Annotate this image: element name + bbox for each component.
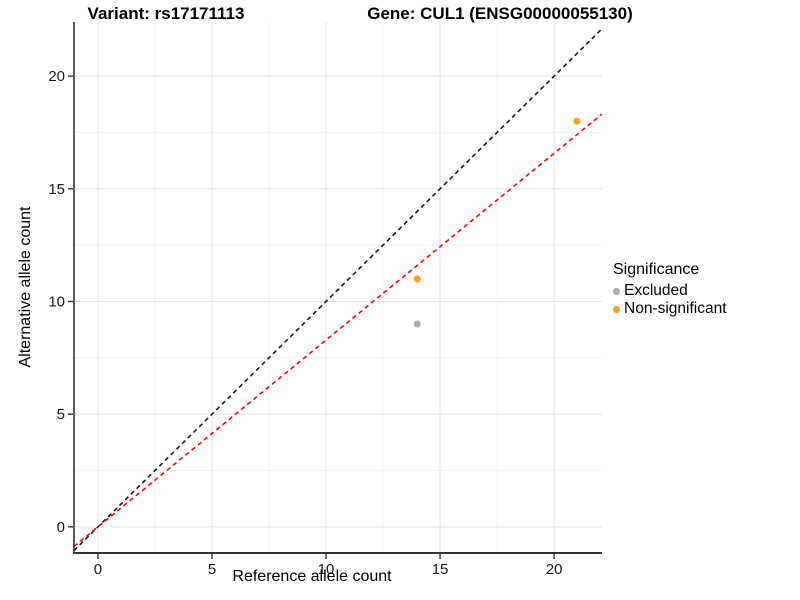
x-axis-title: Reference allele count (232, 568, 392, 585)
legend-title: Significance (613, 261, 700, 278)
excluded-point-icon (613, 287, 620, 295)
identity-line (74, 28, 602, 552)
gene-title: Gene: CUL1 (ENSG00000055130) (367, 4, 633, 23)
y-tick-label: 10 (48, 293, 65, 310)
data-point-excluded (413, 320, 421, 328)
x-tick-label: 0 (94, 561, 102, 578)
expected-ratio-line (74, 113, 602, 548)
y-tick-label: 0 (57, 519, 65, 536)
legend: Significance Excluded Non-significant (613, 261, 727, 318)
x-tick-label: 5 (208, 561, 216, 578)
y-tick-label: 20 (48, 68, 65, 85)
y-tick-label: 15 (48, 181, 65, 198)
data-point-non-significant (413, 275, 421, 283)
legend-item-excluded: Excluded (613, 282, 727, 300)
data-point-non-significant (573, 117, 581, 125)
y-axis-title: Alternative allele count (17, 206, 34, 368)
legend-item-non-significant: Non-significant (613, 300, 727, 318)
x-tick-label: 20 (546, 561, 563, 578)
x-tick-label: 15 (432, 561, 449, 578)
y-tick-label: 5 (57, 406, 65, 423)
variant-title: Variant: rs17171113 (87, 4, 245, 23)
non-significant-point-icon (613, 305, 620, 313)
legend-item-label: Non-significant (624, 300, 727, 317)
legend-item-label: Excluded (624, 282, 688, 299)
x-tick-label: 10 (318, 561, 335, 578)
